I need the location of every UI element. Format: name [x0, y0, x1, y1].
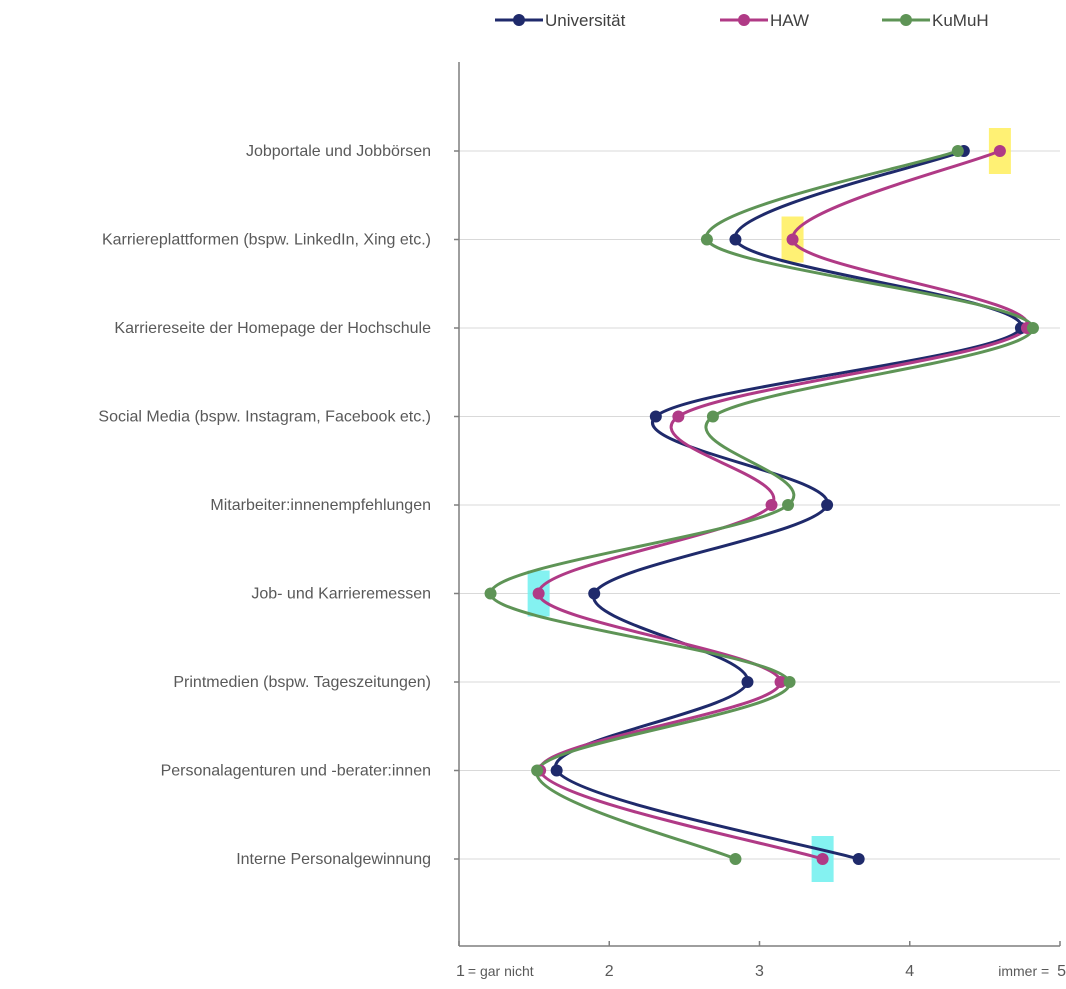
category-label-mitarbeiter-innenempfehlungen: Mitarbeiter:innenempfehlungen [210, 497, 431, 514]
point-haw-8 [816, 853, 829, 865]
point-universität-8 [852, 853, 865, 865]
point-kumuh-7 [531, 764, 544, 777]
category-label-karriereseite-der-homepage-der-hochschule: Karriereseite der Homepage der Hochschul… [114, 320, 431, 337]
x-tick-label-1: 1 = gar nicht [456, 963, 534, 980]
x-tick-labels: 1 = gar nicht 2 3 4 immer = 5 [456, 963, 1066, 980]
legend-marker-haw [738, 14, 750, 26]
legend: Universität HAW KuMuH [495, 11, 989, 30]
category-label-karriereplattformen-bspw-linkedin-xing-etc: Karriereplattformen (bspw. LinkedIn, Xin… [102, 232, 431, 249]
legend-marker-kumuh [900, 14, 912, 26]
point-haw-5 [532, 587, 545, 600]
point-haw-0 [993, 145, 1006, 157]
point-haw-3 [672, 410, 685, 423]
point-kumuh-3 [706, 410, 719, 423]
point-universität-4 [821, 499, 834, 511]
point-kumuh-2 [1026, 322, 1039, 334]
x-tick-label-5: immer = 5 [998, 963, 1066, 980]
series-points [484, 145, 1039, 865]
point-universität-7 [550, 764, 563, 777]
point-kumuh-1 [700, 233, 713, 246]
category-label-social-media-bspw-instagram-facebook-etc: Social Media (bspw. Instagram, Facebook … [98, 409, 431, 426]
point-haw-1 [786, 233, 799, 246]
point-haw-4 [765, 499, 778, 511]
legend-label-universität: Universität [545, 11, 626, 30]
point-kumuh-0 [951, 145, 964, 157]
point-universität-5 [588, 587, 601, 600]
axes [454, 62, 1061, 947]
x-tick-label-4: 4 [905, 963, 914, 980]
x-tick-label-3: 3 [755, 963, 764, 980]
category-label-job-und-karrieremessen: Job- und Karrieremessen [251, 586, 431, 603]
category-label-interne-personalgewinnung: Interne Personalgewinnung [236, 851, 431, 868]
legend-marker-universität [513, 14, 525, 26]
legend-label-haw: HAW [770, 11, 809, 30]
point-kumuh-8 [729, 853, 742, 865]
legend-label-kumuh: KuMuH [932, 11, 989, 30]
point-kumuh-4 [782, 499, 795, 511]
category-label-jobportale-und-jobbörsen: Jobportale und Jobbörsen [246, 143, 431, 160]
x-tick-label-2: 2 [605, 963, 614, 980]
point-kumuh-6 [783, 676, 796, 688]
point-universität-1 [729, 233, 742, 246]
point-universität-6 [741, 676, 754, 688]
gridlines [459, 150, 1060, 860]
category-labels: Jobportale und Jobbörsen Karriereplattfor… [98, 143, 431, 868]
point-kumuh-5 [484, 587, 497, 600]
point-universität-3 [649, 410, 662, 423]
category-label-printmedien-bspw-tageszeitungen: Printmedien (bspw. Tageszeitungen) [173, 674, 431, 691]
category-label-personalagenturen-und-berater-innen: Personalagenturen und -berater:innen [161, 763, 431, 780]
point-haw-6 [774, 676, 787, 688]
